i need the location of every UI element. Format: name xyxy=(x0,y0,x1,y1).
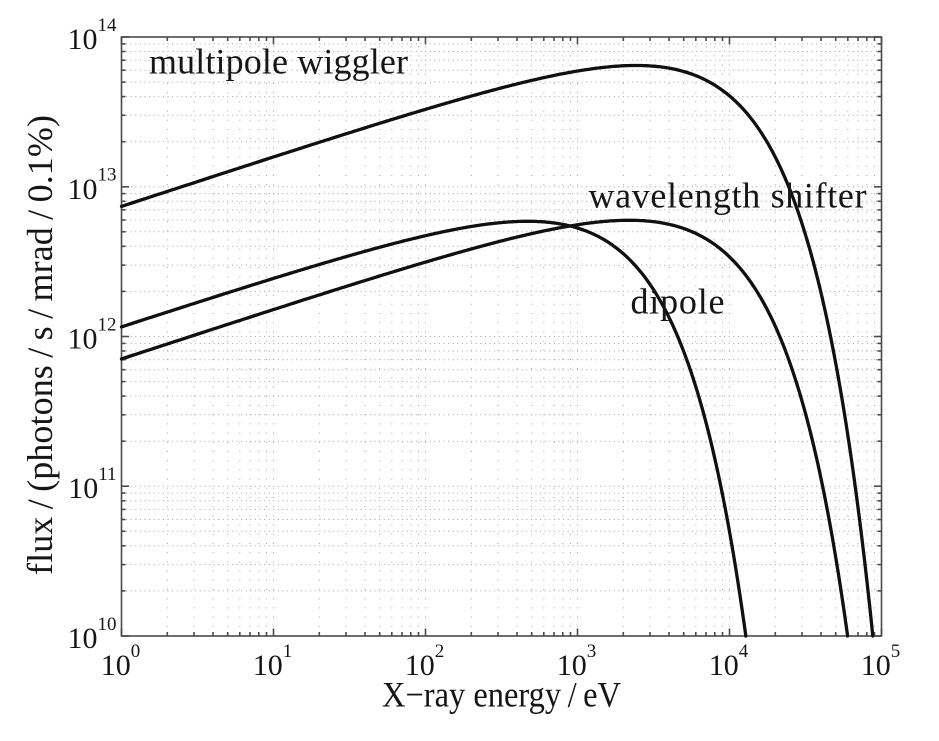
svg-text:wavelength shifter: wavelength shifter xyxy=(589,176,867,216)
svg-text:multipole wiggler: multipole wiggler xyxy=(149,42,408,82)
svg-text:flux / (photons / s / mrad / 0: flux / (photons / s / mrad / 0.1%) xyxy=(20,115,60,575)
svg-text:X−ray energy / eV: X−ray energy / eV xyxy=(382,675,621,715)
svg-text:dipole: dipole xyxy=(631,282,725,322)
